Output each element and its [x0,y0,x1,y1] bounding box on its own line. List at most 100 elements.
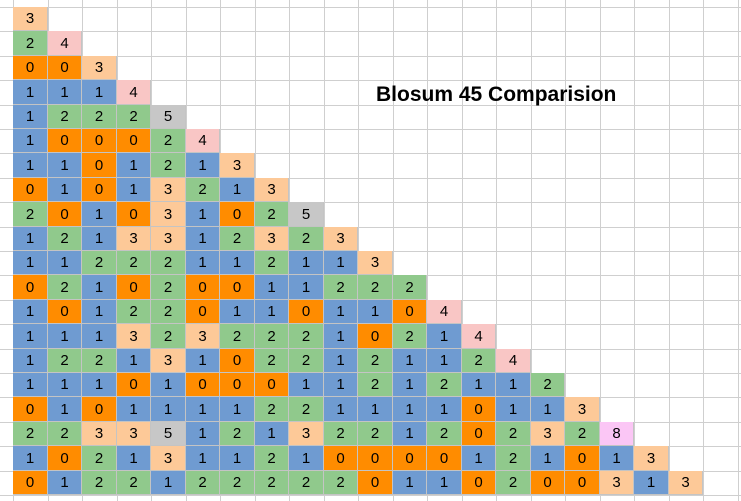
matrix-cell[interactable]: 1 [13,105,48,129]
matrix-cell[interactable]: 0 [13,275,48,300]
matrix-cell[interactable]: 1 [117,178,151,202]
matrix-cell[interactable]: 3 [151,178,186,202]
matrix-cell[interactable]: 1 [324,373,358,397]
matrix-cell[interactable]: 0 [82,153,117,178]
matrix-cell[interactable]: 1 [220,397,255,422]
matrix-cell[interactable]: 0 [48,300,82,324]
matrix-cell[interactable]: 3 [82,56,117,80]
matrix-cell[interactable]: 2 [427,373,462,397]
matrix-cell[interactable]: 0 [427,446,462,471]
matrix-cell[interactable]: 4 [462,324,496,349]
matrix-cell[interactable]: 5 [289,202,324,227]
matrix-cell[interactable]: 1 [48,251,82,275]
matrix-cell[interactable]: 3 [634,446,669,471]
matrix-cell[interactable]: 3 [324,227,358,251]
matrix-cell[interactable]: 1 [13,300,48,324]
matrix-cell[interactable]: 1 [324,397,358,422]
matrix-cell[interactable]: 2 [393,275,427,300]
matrix-cell[interactable]: 2 [151,153,186,178]
matrix-cell[interactable]: 0 [462,471,496,495]
matrix-cell[interactable]: 2 [117,105,151,129]
matrix-cell[interactable]: 1 [531,446,565,471]
matrix-cell[interactable]: 3 [117,227,151,251]
matrix-cell[interactable]: 0 [393,300,427,324]
matrix-cell[interactable]: 1 [427,471,462,495]
matrix-cell[interactable]: 0 [48,202,82,227]
matrix-cell[interactable]: 1 [186,422,220,446]
matrix-cell[interactable]: 0 [186,373,220,397]
matrix-cell[interactable]: 2 [117,300,151,324]
matrix-cell[interactable]: 2 [82,251,117,275]
matrix-cell[interactable]: 1 [186,227,220,251]
matrix-cell[interactable]: 1 [393,349,427,373]
matrix-cell[interactable]: 3 [82,422,117,446]
matrix-cell[interactable]: 3 [255,178,289,202]
matrix-cell[interactable]: 3 [255,227,289,251]
matrix-cell[interactable]: 0 [462,422,496,446]
matrix-cell[interactable]: 1 [82,275,117,300]
matrix-cell[interactable]: 0 [531,471,565,495]
matrix-cell[interactable]: 0 [462,397,496,422]
matrix-cell[interactable]: 2 [82,446,117,471]
matrix-cell[interactable]: 1 [289,373,324,397]
matrix-cell[interactable]: 1 [462,446,496,471]
matrix-cell[interactable]: 2 [289,349,324,373]
matrix-cell[interactable]: 2 [289,227,324,251]
matrix-cell[interactable]: 1 [186,251,220,275]
matrix-cell[interactable]: 1 [289,251,324,275]
matrix-cell[interactable]: 1 [393,422,427,446]
matrix-cell[interactable]: 1 [117,446,151,471]
matrix-cell[interactable]: 2 [151,275,186,300]
matrix-cell[interactable]: 2 [117,251,151,275]
matrix-cell[interactable]: 2 [48,105,82,129]
matrix-cell[interactable]: 2 [324,422,358,446]
matrix-cell[interactable]: 2 [151,129,186,153]
matrix-cell[interactable]: 1 [220,446,255,471]
matrix-cell[interactable]: 3 [669,471,703,495]
matrix-cell[interactable]: 0 [358,471,393,495]
matrix-cell[interactable]: 5 [151,422,186,446]
matrix-cell[interactable]: 1 [117,153,151,178]
matrix-cell[interactable]: 0 [220,373,255,397]
matrix-cell[interactable]: 1 [220,251,255,275]
matrix-cell[interactable]: 2 [255,202,289,227]
matrix-cell[interactable]: 1 [117,397,151,422]
matrix-cell[interactable]: 2 [531,373,565,397]
matrix-cell[interactable]: 1 [393,397,427,422]
matrix-cell[interactable]: 1 [255,275,289,300]
matrix-cell[interactable]: 2 [255,446,289,471]
matrix-cell[interactable]: 0 [13,471,48,495]
matrix-cell[interactable]: 2 [496,446,531,471]
matrix-cell[interactable]: 2 [48,227,82,251]
matrix-cell[interactable]: 0 [117,275,151,300]
matrix-cell[interactable]: 2 [186,471,220,495]
matrix-cell[interactable]: 3 [151,349,186,373]
matrix-cell[interactable]: 0 [82,397,117,422]
matrix-cell[interactable]: 1 [358,300,393,324]
matrix-cell[interactable]: 4 [186,129,220,153]
matrix-cell[interactable]: 1 [13,446,48,471]
matrix-cell[interactable]: 2 [255,349,289,373]
matrix-cell[interactable]: 0 [48,446,82,471]
matrix-cell[interactable]: 3 [117,324,151,349]
matrix-cell[interactable]: 0 [220,349,255,373]
matrix-cell[interactable]: 1 [255,300,289,324]
matrix-cell[interactable]: 4 [427,300,462,324]
matrix-cell[interactable]: 2 [324,471,358,495]
matrix-cell[interactable]: 4 [48,31,82,56]
matrix-cell[interactable]: 0 [565,446,600,471]
matrix-cell[interactable]: 0 [289,300,324,324]
matrix-cell[interactable]: 1 [255,422,289,446]
matrix-cell[interactable]: 2 [393,324,427,349]
matrix-cell[interactable]: 1 [186,153,220,178]
matrix-cell[interactable]: 0 [186,300,220,324]
matrix-cell[interactable]: 2 [82,105,117,129]
matrix-cell[interactable]: 2 [496,471,531,495]
matrix-cell[interactable]: 5 [151,105,186,129]
matrix-cell[interactable]: 1 [427,324,462,349]
matrix-cell[interactable]: 2 [289,397,324,422]
matrix-cell[interactable]: 4 [496,349,531,373]
matrix-cell[interactable]: 0 [48,56,82,80]
matrix-cell[interactable]: 1 [427,349,462,373]
